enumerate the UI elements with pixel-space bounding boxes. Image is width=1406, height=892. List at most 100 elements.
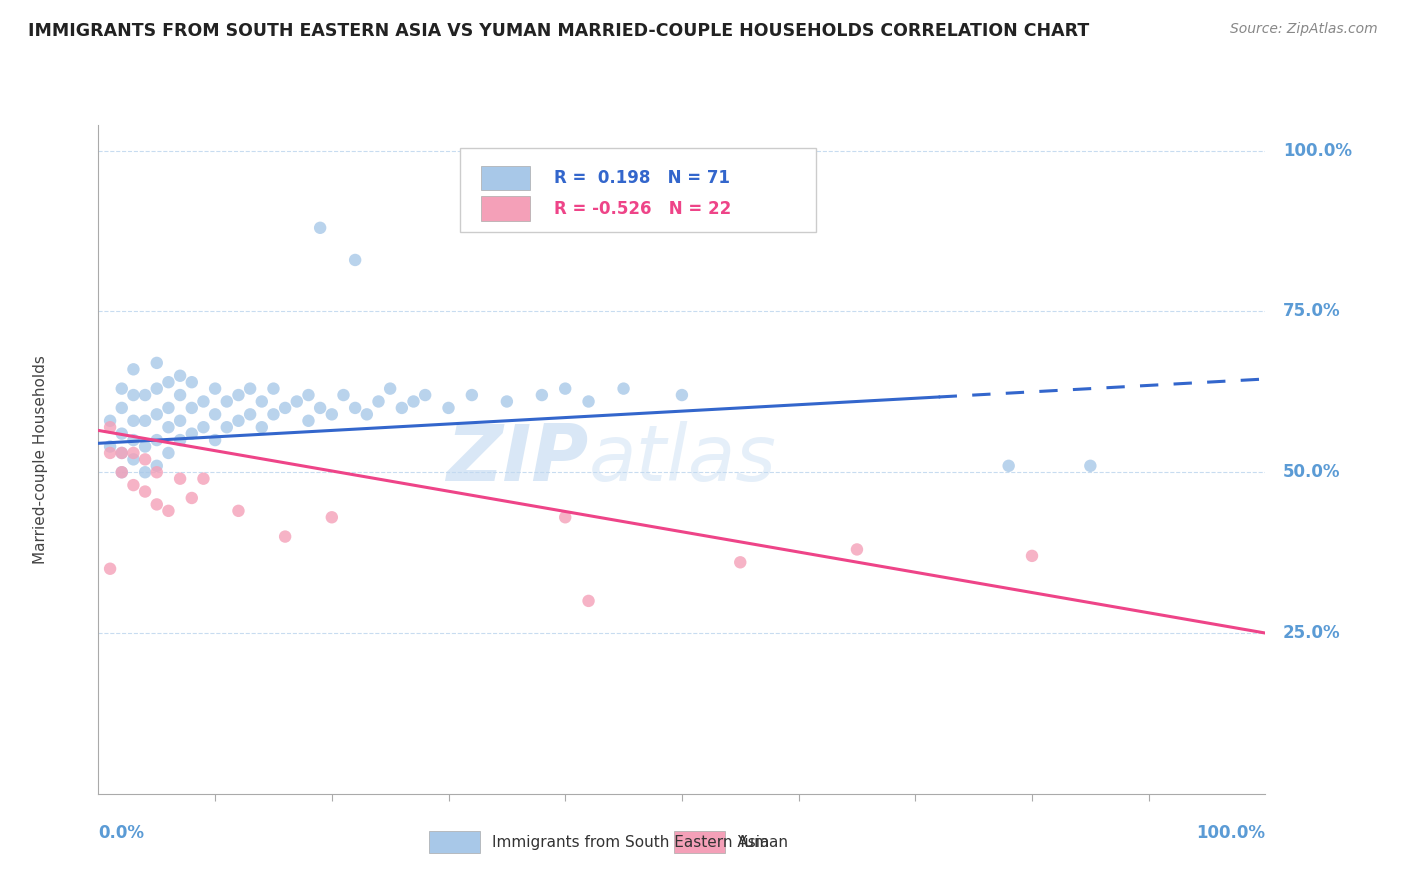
Point <box>193 472 215 486</box>
Point <box>461 388 484 402</box>
Point <box>122 414 145 428</box>
Text: Source: ZipAtlas.com: Source: ZipAtlas.com <box>1230 22 1378 37</box>
Point <box>134 414 156 428</box>
Point <box>180 401 202 415</box>
Point <box>111 426 134 441</box>
Point <box>367 394 389 409</box>
Text: 100.0%: 100.0% <box>1197 824 1265 842</box>
Point <box>612 382 634 396</box>
Point <box>157 504 180 518</box>
Point <box>111 465 134 479</box>
Text: R =  0.198   N = 71: R = 0.198 N = 71 <box>554 169 730 186</box>
Point <box>228 388 250 402</box>
Point <box>204 382 226 396</box>
Point <box>274 530 297 544</box>
Point <box>215 394 238 409</box>
Point <box>157 401 180 415</box>
Text: 0.0%: 0.0% <box>98 824 145 842</box>
Point <box>146 433 169 447</box>
Point <box>671 388 693 402</box>
Text: 25.0%: 25.0% <box>1282 624 1340 642</box>
Text: 50.0%: 50.0% <box>1282 463 1340 482</box>
Text: 100.0%: 100.0% <box>1282 142 1353 160</box>
Point <box>157 446 180 460</box>
Point <box>146 356 169 370</box>
Point <box>146 408 169 422</box>
Point <box>730 555 752 569</box>
Point <box>111 401 134 415</box>
FancyBboxPatch shape <box>481 196 530 220</box>
Point <box>146 458 169 473</box>
Point <box>250 394 273 409</box>
Point <box>98 440 121 454</box>
Point <box>146 382 169 396</box>
FancyBboxPatch shape <box>481 166 530 190</box>
Point <box>332 388 354 402</box>
Point <box>262 408 284 422</box>
Point <box>554 382 576 396</box>
Text: 75.0%: 75.0% <box>1282 302 1340 320</box>
Text: R = -0.526   N = 22: R = -0.526 N = 22 <box>554 200 731 218</box>
Point <box>391 401 413 415</box>
Point <box>98 414 121 428</box>
Point <box>437 401 460 415</box>
FancyBboxPatch shape <box>460 148 815 232</box>
Point <box>285 394 308 409</box>
FancyBboxPatch shape <box>429 830 479 854</box>
Text: Yuman: Yuman <box>737 835 787 849</box>
Point <box>134 440 156 454</box>
Point <box>297 388 319 402</box>
Point <box>215 420 238 434</box>
Point <box>111 465 134 479</box>
Point <box>193 420 215 434</box>
Point <box>134 465 156 479</box>
Point <box>378 382 402 396</box>
Point <box>262 382 284 396</box>
Point <box>157 420 180 434</box>
Point <box>180 491 202 505</box>
Point <box>169 472 191 486</box>
Point <box>111 446 134 460</box>
Point <box>321 408 343 422</box>
Text: Immigrants from South Eastern Asia: Immigrants from South Eastern Asia <box>492 835 769 849</box>
Point <box>122 362 145 376</box>
Text: atlas: atlas <box>589 421 776 498</box>
Point <box>98 562 121 576</box>
Point <box>274 401 297 415</box>
Point <box>134 484 156 499</box>
Point <box>309 401 332 415</box>
Point <box>122 388 145 402</box>
Point <box>1021 549 1043 563</box>
Point <box>169 414 191 428</box>
Point <box>297 414 319 428</box>
Point <box>157 375 180 389</box>
Point <box>239 382 262 396</box>
Point <box>134 452 156 467</box>
Point <box>239 408 262 422</box>
Point <box>111 382 134 396</box>
Point <box>146 465 169 479</box>
Point <box>321 510 343 524</box>
Point <box>98 446 121 460</box>
Point <box>169 368 191 383</box>
Point <box>204 433 226 447</box>
Point <box>845 542 868 557</box>
Text: ZIP: ZIP <box>446 421 589 498</box>
Point <box>228 504 250 518</box>
Point <box>122 446 145 460</box>
Point <box>344 401 367 415</box>
Point <box>578 594 600 608</box>
Text: Married-couple Households: Married-couple Households <box>32 355 48 564</box>
Point <box>578 394 600 409</box>
Point <box>250 420 273 434</box>
Point <box>402 394 425 409</box>
Point <box>122 478 145 492</box>
Point <box>169 433 191 447</box>
Point <box>530 388 553 402</box>
Point <box>122 452 145 467</box>
Point <box>997 458 1019 473</box>
Point <box>169 388 191 402</box>
Point <box>98 420 121 434</box>
Point <box>111 446 134 460</box>
FancyBboxPatch shape <box>673 830 725 854</box>
